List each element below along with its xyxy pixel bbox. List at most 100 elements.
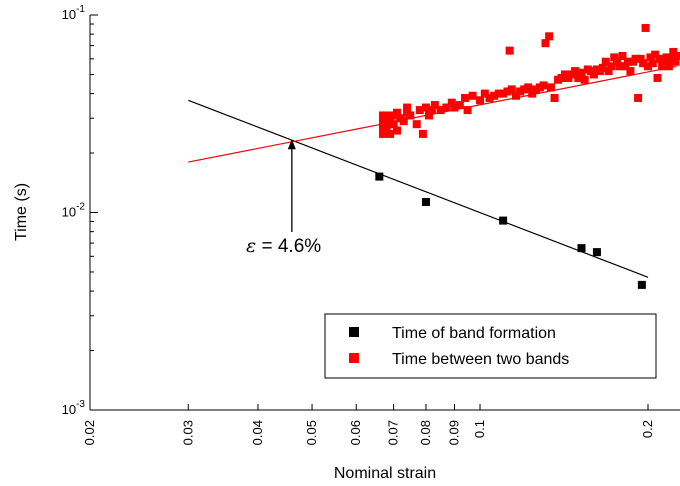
data-point — [651, 50, 660, 59]
data-point — [648, 59, 657, 68]
data-point — [577, 68, 586, 77]
data-point — [673, 52, 680, 61]
data-point — [406, 111, 415, 120]
data-point — [442, 103, 451, 112]
data-point — [421, 103, 430, 112]
data-point — [539, 81, 548, 90]
x-tick-label: 0.03 — [180, 420, 195, 445]
y-tick-label: 10-3 — [62, 399, 86, 417]
data-point — [418, 129, 427, 138]
data-points — [375, 23, 680, 289]
data-point — [615, 62, 624, 71]
annotation-label: ε = 4.6% — [246, 235, 321, 257]
x-tick-label: 0.1 — [472, 420, 487, 438]
data-point — [658, 62, 667, 71]
data-point — [476, 96, 485, 105]
data-point — [631, 54, 640, 63]
data-point — [577, 244, 586, 253]
data-point — [412, 120, 421, 129]
data-point — [480, 89, 489, 98]
x-tick-label: 0.09 — [446, 420, 461, 445]
legend-box — [324, 313, 657, 379]
data-point — [598, 63, 607, 72]
data-point — [494, 89, 503, 98]
data-point — [386, 129, 395, 138]
data-point — [503, 87, 512, 96]
data-point — [382, 120, 391, 129]
data-point — [450, 103, 459, 112]
data-point — [618, 52, 627, 61]
data-point — [592, 248, 601, 257]
y-tick-label: 10-2 — [62, 202, 86, 220]
data-point — [499, 216, 508, 225]
data-point — [639, 59, 648, 68]
x-axis-label: Nominal strain — [334, 465, 436, 482]
legend: Time of band formation Time between two b… — [324, 313, 657, 379]
data-point — [574, 73, 583, 82]
y-tick-label: 10-1 — [62, 4, 86, 22]
data-point — [505, 46, 514, 55]
data-point — [550, 93, 559, 102]
data-point — [511, 91, 520, 100]
data-point — [403, 103, 412, 112]
data-point — [636, 54, 645, 63]
data-point — [604, 67, 613, 76]
data-point — [601, 57, 610, 66]
data-point — [662, 53, 671, 62]
data-point — [546, 83, 555, 92]
data-point — [637, 280, 646, 289]
data-point — [427, 106, 436, 115]
data-point — [393, 126, 402, 135]
data-point — [375, 172, 384, 181]
x-tick-label: 0.08 — [418, 420, 433, 445]
data-point — [463, 106, 472, 115]
x-tick-label: 0.02 — [82, 420, 97, 445]
arrow-head — [287, 139, 296, 150]
data-point — [461, 93, 470, 102]
data-point — [571, 67, 580, 76]
data-point — [610, 53, 619, 62]
data-point — [545, 32, 554, 41]
legend-label: Time of band formation — [392, 325, 556, 342]
data-point — [436, 106, 445, 115]
data-point — [520, 85, 529, 94]
data-point — [421, 198, 430, 207]
data-point — [507, 85, 516, 94]
x-tick-label: 0.2 — [640, 420, 655, 438]
annotation: ε = 4.6% — [246, 139, 321, 257]
x-tick-label: 0.04 — [250, 420, 265, 445]
x-tick-label: 0.06 — [348, 420, 363, 445]
data-point — [415, 106, 424, 115]
data-point — [646, 53, 655, 62]
data-point — [468, 91, 477, 100]
x-tick-label: 0.05 — [304, 420, 319, 445]
data-point — [524, 83, 533, 92]
data-point — [634, 93, 643, 102]
data-point — [528, 89, 537, 98]
data-point — [655, 54, 664, 63]
data-point — [623, 57, 632, 66]
data-point — [671, 57, 680, 66]
data-point — [430, 101, 439, 110]
data-point — [490, 91, 499, 100]
data-point — [667, 54, 676, 63]
y-axis-label: Time (s) — [13, 183, 30, 241]
fit-line — [188, 99, 649, 278]
data-point — [613, 57, 622, 66]
x-tick-label: 0.07 — [386, 420, 401, 445]
legend-marker — [349, 327, 359, 337]
data-point — [499, 89, 508, 98]
data-point — [664, 62, 673, 71]
data-point — [607, 62, 616, 71]
data-point — [589, 70, 598, 79]
data-point — [653, 73, 662, 82]
x-axis: 0.02 0.03 0.04 0.05 0.06 0.07 0.08 0.09 0.1 0.2 — [82, 404, 655, 445]
data-point — [455, 101, 464, 110]
data-point — [485, 93, 494, 102]
data-point — [393, 108, 402, 117]
data-point — [447, 98, 456, 107]
legend-marker — [349, 353, 359, 363]
data-point — [644, 62, 652, 71]
data-point — [626, 67, 635, 76]
